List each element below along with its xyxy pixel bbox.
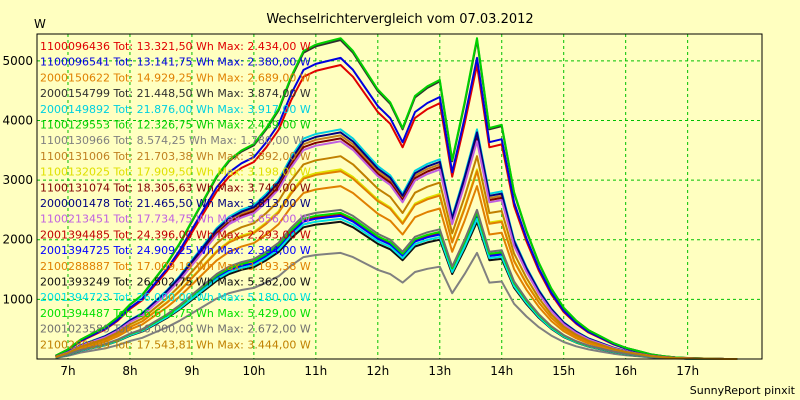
legend-entry: 2000154799 Tot: 21.448,50 Wh Max: 3.874,… bbox=[40, 87, 311, 100]
series-lines bbox=[55, 37, 738, 360]
legend-entry: 1100132025 Tot: 17.909,50 Wh Max: 3.198,… bbox=[40, 166, 311, 179]
legend-entry: 1100129553 Tot: 12.326,75 Wh Max: 2.439,… bbox=[40, 119, 311, 132]
legend-entry: 2000150622 Tot: 14.929,25 Wh Max: 2.689,… bbox=[40, 71, 311, 84]
legend-entry: 2001023589 Tot: 16.000,00 Wh Max: 2.672,… bbox=[40, 323, 311, 336]
legend-entry: 2000149892 Tot: 21.876,00 Wh Max: 3.917,… bbox=[40, 103, 311, 116]
legend-entry: 2100288887 Tot: 17.009,19 Wh Max: 3.193,… bbox=[40, 260, 311, 273]
legend-entry: 2001393249 Tot: 26.502,75 Wh Max: 5.362,… bbox=[40, 276, 311, 289]
x-tick-label: 15h bbox=[552, 364, 575, 378]
x-tick-label: 16h bbox=[614, 364, 637, 378]
legend: 1100096436 Tot: 13.321,50 Wh Max: 2.434,… bbox=[40, 40, 311, 351]
legend-entry: 1100096541 Tot: 13.141,75 Wh Max: 2.380,… bbox=[40, 56, 311, 69]
x-tick-label: 7h bbox=[60, 364, 75, 378]
chart-title: Wechselrichtervergleich vom 07.03.2012 bbox=[266, 12, 533, 27]
x-tick-labels: 7h 8h 9h 10h 11h 12h 13h 14h 15h 16h 17h bbox=[60, 364, 699, 378]
y-axis-label: W bbox=[34, 17, 46, 31]
series-line bbox=[55, 37, 738, 360]
footer-credit: SunnyReport pinxit bbox=[690, 384, 796, 397]
x-tick-label: 12h bbox=[366, 364, 389, 378]
legend-entry: 2001394723 Tot: 26.000,00 Wh Max: 5.180,… bbox=[40, 291, 311, 304]
x-tick-label: 8h bbox=[122, 364, 137, 378]
series-line bbox=[55, 155, 738, 360]
y-tick-label: 5000 bbox=[2, 54, 33, 68]
legend-entry: 2000001478 Tot: 21.465,50 Wh Max: 3.813,… bbox=[40, 197, 311, 210]
y-tick-label: 4000 bbox=[2, 113, 33, 127]
series-line bbox=[55, 208, 738, 360]
plot-frame bbox=[36, 33, 763, 360]
legend-entry: 1100130966 Tot: 8.574,25 Wh Max: 1.780,0… bbox=[40, 134, 304, 147]
y-tick-label: 3000 bbox=[2, 173, 33, 187]
series-line bbox=[55, 251, 738, 360]
legend-entry: 2001394725 Tot: 24.909,25 Wh Max: 2.394,… bbox=[40, 244, 311, 257]
y-tick-label: 1000 bbox=[2, 292, 33, 306]
legend-entry: 1100131006 Tot: 21.703,38 Wh Max: 3.892,… bbox=[40, 150, 311, 163]
legend-entry: 1100131074 Tot: 18.305,63 Wh Max: 3.748,… bbox=[40, 181, 311, 194]
legend-entry: 2001394487 Tot: 26.612,75 Wh Max: 5.429,… bbox=[40, 307, 311, 320]
legend-entry: 2100289999 Tot: 17.543,81 Wh Max: 3.444,… bbox=[40, 338, 311, 351]
x-tick-label: 10h bbox=[242, 364, 265, 378]
y-tick-labels: 1000 2000 3000 4000 5000 bbox=[2, 54, 33, 307]
x-tick-label: 9h bbox=[184, 364, 199, 378]
x-tick-label: 13h bbox=[428, 364, 451, 378]
legend-entry: 1100213451 Tot: 17.734,75 Wh Max: 3.656,… bbox=[40, 213, 311, 226]
x-tick-label: 11h bbox=[304, 364, 327, 378]
legend-entry: 2001394485 Tot: 24.396,00 Wh Max: 2.293,… bbox=[40, 228, 311, 241]
y-tick-label: 2000 bbox=[2, 233, 33, 247]
x-tick-label: 14h bbox=[490, 364, 513, 378]
x-tick-label: 17h bbox=[676, 364, 699, 378]
legend-entry: 1100096436 Tot: 13.321,50 Wh Max: 2.434,… bbox=[40, 40, 311, 53]
